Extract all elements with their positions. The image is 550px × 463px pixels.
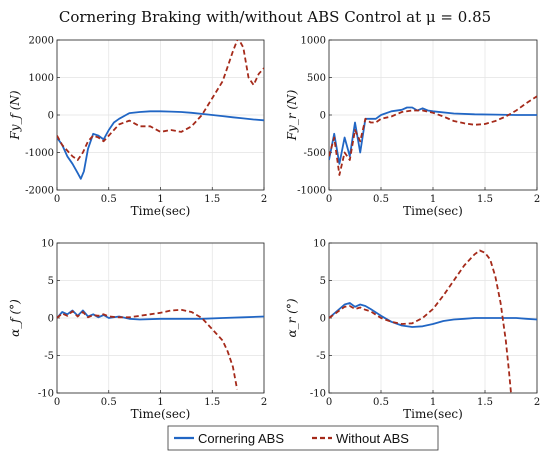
y-tick-label: 10: [41, 239, 54, 250]
x-tick-label: 0.5: [101, 397, 117, 408]
x-tick-label: 0: [326, 194, 332, 205]
x-tick-label: 0.5: [101, 194, 117, 205]
x-tick-label: 1: [430, 194, 436, 205]
panel-rear-lateral-force: 0 0.5 1 1.5 2 -1000 -500 0 500 1000 Time(sec) Fy_r …: [285, 36, 540, 219]
legend-label-0: Cornering ABS: [198, 431, 284, 446]
x-tick-label: 2: [261, 194, 267, 205]
y-tick-label: -5: [316, 351, 326, 362]
series-line-0: [329, 302, 537, 328]
x-tick-label: 1.5: [204, 194, 220, 205]
legend-box: [167, 425, 439, 451]
x-tick-label: 2: [534, 194, 540, 205]
x-tick-label: 1.5: [477, 397, 493, 408]
series-line-1: [57, 308, 238, 390]
series-line-1: [57, 40, 264, 161]
x-tick-label: 0: [54, 397, 60, 408]
x-axis-label: Time(sec): [131, 204, 191, 218]
series-line-1: [329, 95, 537, 176]
y-tick-label: 500: [307, 73, 326, 84]
series-line-0: [329, 106, 537, 165]
y-tick-label: -5: [44, 351, 54, 362]
y-tick-label: 5: [320, 276, 326, 287]
legend-label-1: Without ABS: [336, 431, 409, 446]
y-tick-label: 0: [48, 314, 54, 325]
y-axis-label: Fy_f (N): [8, 90, 22, 141]
panel-rear-slip-angle: 0 0.5 1 1.5 2 -10 -5 0 5 10 Time(sec) α_r (°): [285, 239, 540, 422]
y-tick-label: -500: [304, 148, 326, 159]
x-tick-label: 1.5: [204, 397, 220, 408]
x-tick-label: 2: [261, 397, 267, 408]
y-tick-label: 0: [48, 111, 54, 122]
legend: Cornering ABS Without ABS: [167, 425, 439, 451]
y-tick-label: 5: [48, 276, 54, 287]
panel-front-lateral-force: 0 0.5 1 1.5 2 -2000 -1000 0 1000 2000 Time(sec) Fy_…: [8, 36, 267, 219]
panel-front-slip-angle: 0 0.5 1 1.5 2 -10 -5 0 5 10 Time(sec) α_f (°): [8, 239, 267, 422]
y-axis-label: α_r (°): [285, 298, 299, 337]
x-axis-label: Time(sec): [403, 204, 463, 218]
y-tick-label: -2000: [25, 186, 54, 197]
x-axis-label: Time(sec): [131, 407, 191, 421]
series-line-1: [329, 249, 512, 393]
x-tick-label: 0: [326, 397, 332, 408]
x-tick-label: 0: [54, 194, 60, 205]
y-tick-label: 2000: [29, 36, 54, 47]
y-tick-label: -10: [38, 389, 54, 400]
x-tick-label: 0.5: [373, 397, 389, 408]
y-tick-label: -10: [310, 389, 326, 400]
x-axis-label: Time(sec): [403, 407, 463, 421]
y-tick-label: 1000: [29, 73, 54, 84]
y-axis-label: Fy_r (N): [285, 89, 299, 141]
y-tick-label: 0: [320, 314, 326, 325]
y-axis-label: α_f (°): [8, 299, 22, 337]
x-tick-label: 1: [157, 397, 163, 408]
x-tick-label: 2: [534, 397, 540, 408]
y-tick-label: -1000: [297, 186, 326, 197]
y-tick-label: 1000: [301, 36, 326, 47]
y-tick-label: 0: [320, 111, 326, 122]
x-tick-label: 1.5: [477, 194, 493, 205]
chart-title: Cornering Braking with/without ABS Contr…: [59, 8, 491, 26]
x-tick-label: 1: [430, 397, 436, 408]
series-line-0: [57, 110, 264, 180]
y-tick-label: 10: [313, 239, 326, 250]
x-tick-label: 1: [157, 194, 163, 205]
y-tick-label: -1000: [25, 148, 54, 159]
x-tick-label: 0.5: [373, 194, 389, 205]
